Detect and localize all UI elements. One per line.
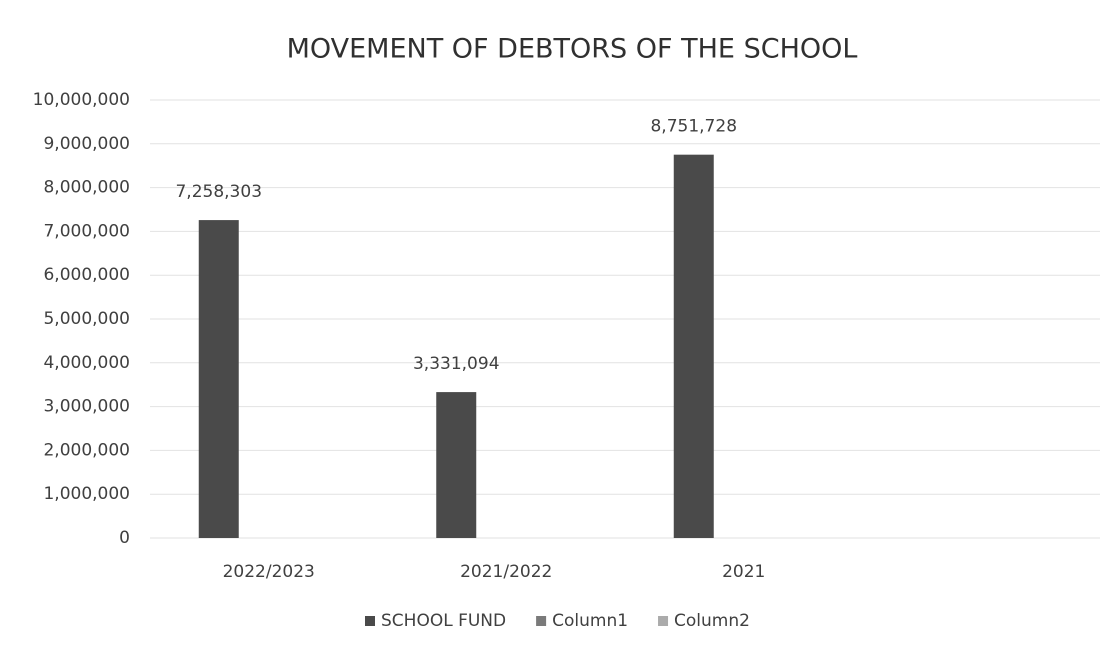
x-tick-label: 2022/2023 bbox=[223, 562, 315, 582]
data-label: 8,751,728 bbox=[650, 117, 737, 137]
y-tick-label: 4,000,000 bbox=[43, 353, 130, 373]
y-tick-label: 0 bbox=[119, 528, 130, 548]
data-label: 7,258,303 bbox=[175, 182, 262, 202]
y-tick-label: 3,000,000 bbox=[43, 397, 130, 417]
y-tick-label: 7,000,000 bbox=[43, 221, 130, 241]
legend-label: SCHOOL FUND bbox=[381, 611, 506, 631]
y-tick-label: 6,000,000 bbox=[43, 265, 130, 285]
chart-title: MOVEMENT OF DEBTORS OF THE SCHOOL bbox=[287, 34, 858, 65]
y-tick-label: 2,000,000 bbox=[43, 440, 130, 460]
bar bbox=[198, 220, 239, 538]
legend-swatch bbox=[658, 616, 669, 626]
y-tick-label: 5,000,000 bbox=[43, 309, 130, 329]
x-tick-label: 2021/2022 bbox=[460, 562, 552, 582]
legend-label: Column1 bbox=[552, 611, 628, 631]
legend-swatch bbox=[536, 616, 547, 626]
y-tick-label: 10,000,000 bbox=[33, 90, 130, 110]
bar bbox=[436, 392, 477, 538]
data-label: 3,331,094 bbox=[413, 354, 500, 374]
y-tick-label: 8,000,000 bbox=[43, 178, 130, 198]
x-tick-label: 2021 bbox=[722, 562, 765, 582]
bar bbox=[673, 154, 714, 538]
y-tick-label: 1,000,000 bbox=[43, 484, 130, 504]
legend-label: Column2 bbox=[674, 611, 750, 631]
y-tick-label: 9,000,000 bbox=[43, 134, 130, 154]
legend-swatch bbox=[365, 616, 375, 626]
